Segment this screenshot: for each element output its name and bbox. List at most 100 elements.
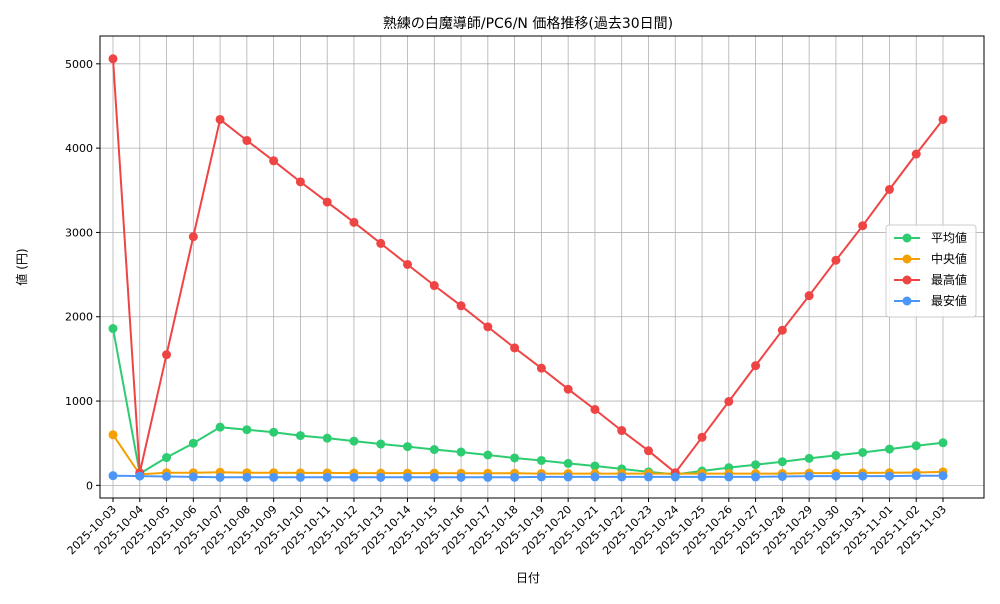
data-point [242,136,252,146]
data-point [269,427,279,437]
data-point [831,450,841,460]
x-axis-label: 日付 [516,571,540,585]
data-point [162,472,172,482]
data-point [911,471,921,481]
legend-label: 平均値 [931,230,967,245]
data-point [162,453,172,463]
data-point [777,325,787,335]
data-point [295,472,305,482]
plot-frame [99,35,985,499]
data-point [108,471,118,481]
data-point [536,472,546,482]
series-line [112,434,944,476]
data-point [938,471,948,481]
data-point [751,361,761,371]
data-point [483,450,493,460]
data-point [215,422,225,432]
data-point [858,471,868,481]
data-point [376,439,386,449]
data-point [376,472,386,482]
data-point [804,291,814,301]
data-point [108,324,118,334]
y-axis-ticks: 0 1000 2000 3000 4000 5000 [65,58,100,492]
data-point [483,472,493,482]
data-point [429,281,439,291]
data-point [777,472,787,482]
data-point [456,447,466,457]
series-1 [108,430,948,479]
y-axis-label: 値 (円) [14,248,29,285]
data-point [188,232,198,242]
data-point [536,455,546,465]
data-point [884,184,894,194]
data-point [670,472,680,482]
data-point [403,472,413,482]
data-point [884,471,894,481]
data-point [322,197,332,207]
data-point [483,322,493,332]
data-point [804,471,814,481]
legend-label: 中央値 [931,251,967,266]
data-point [590,461,600,471]
series-line [112,328,944,476]
data-point [269,472,279,482]
legend-marker [902,275,912,285]
data-point [617,426,627,436]
data-point [349,472,359,482]
series-3 [108,471,948,482]
data-point [188,472,198,482]
data-point [858,221,868,231]
data-point [697,472,707,482]
data-point [563,458,573,468]
data-point [536,363,546,373]
legend-label: 最安値 [931,293,967,308]
x-axis-ticks: 2025-10-032025-10-042025-10-052025-10-06… [65,498,949,557]
y-tick-label: 1000 [65,395,93,408]
data-point [242,472,252,482]
series-line [112,58,944,475]
data-point [456,472,466,482]
data-point [215,472,225,482]
data-point [295,431,305,441]
data-point [135,471,145,481]
data-point [884,444,894,454]
y-tick-label: 0 [86,479,93,492]
data-point [429,472,439,482]
legend-label: 最高値 [931,272,967,287]
data-point [376,238,386,248]
data-point [590,404,600,414]
data-point [697,432,707,442]
legend-marker [902,296,912,306]
data-point [911,441,921,451]
data-point [108,430,118,440]
data-point [563,472,573,482]
data-point [751,472,761,482]
data-point [777,457,787,467]
data-point [590,472,600,482]
legend-marker [902,233,912,243]
data-point [831,255,841,265]
data-point [510,343,520,353]
legend-box [885,224,977,318]
data-point [804,453,814,463]
data-point [162,350,172,360]
series-0 [108,324,948,479]
series-lines [108,54,948,482]
data-point [563,384,573,394]
data-point [510,472,520,482]
data-point [831,471,841,481]
data-point [188,438,198,448]
data-point [724,396,734,406]
data-point [456,301,466,311]
data-point [510,453,520,463]
data-point [911,149,921,159]
data-point [215,114,225,124]
data-point [643,472,653,482]
data-point [724,472,734,482]
data-point [938,114,948,124]
data-point [858,447,868,457]
data-point [349,436,359,446]
chart-title: 熟練の白魔導師/PC6/N 価格推移(過去30日間) [383,16,673,32]
